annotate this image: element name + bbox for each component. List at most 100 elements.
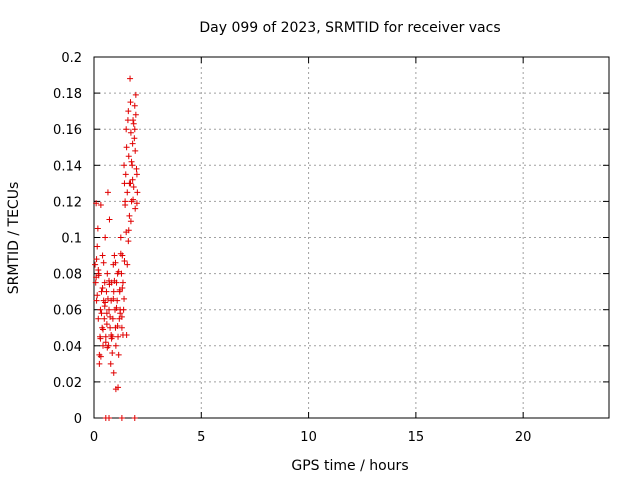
chart-title: Day 099 of 2023, SRMTID for receiver vac… [199,20,500,36]
data-point [133,171,140,178]
data-point [104,189,111,196]
data-point [95,266,102,273]
data-point [120,306,127,313]
data-point [97,335,104,342]
data-point [99,285,106,292]
data-point [125,153,132,160]
data-point [118,324,125,331]
data-point [110,369,117,376]
x-axis-label: GPS time / hours [291,458,408,474]
data-point [94,243,101,250]
data-point [127,99,134,106]
data-point [133,165,140,172]
data-point [102,234,109,241]
data-point [131,135,138,142]
data-point [130,117,137,124]
data-point [132,111,139,118]
data-point [100,259,107,266]
data-point [110,288,117,295]
data-point [99,252,106,259]
y-tick-label: 0 [74,412,82,427]
data-point [106,415,113,421]
data-point [102,333,109,340]
data-point [97,306,104,313]
data-point [127,218,134,225]
data-point [127,180,134,187]
data-point [94,292,101,299]
data-point [101,279,108,286]
data-point [111,277,118,284]
x-tick-label: 0 [90,430,98,445]
x-tick-label: 15 [408,430,425,445]
data-point [126,212,133,219]
data-point [102,299,109,306]
y-tick-label: 0.08 [53,268,82,283]
data-point [122,202,129,209]
data-point [112,342,119,349]
y-tick-label: 0.1 [61,232,82,247]
data-point [104,295,111,302]
y-tick-label: 0.16 [53,123,82,138]
data-point [101,315,108,322]
data-point [115,351,122,358]
data-point [124,117,131,124]
x-tick-label: 20 [515,430,532,445]
data-point [92,279,99,286]
data-point [114,297,121,304]
data-point [130,120,137,127]
data-point [121,295,128,302]
data-point [97,202,104,209]
data-point [98,310,105,317]
data-point [123,331,130,338]
data-point [130,183,137,190]
data-point [107,360,114,367]
data-point [129,176,136,183]
data-point [121,257,128,264]
y-tick-label: 0.18 [53,87,82,102]
data-point [125,108,132,115]
plot-frame [93,56,610,419]
data-point [119,279,126,286]
data-point [133,200,140,207]
data-point [132,205,139,212]
data-point [115,333,122,340]
data-point [132,91,139,98]
data-point [122,171,129,178]
data-point [95,315,102,322]
data-point [114,322,121,329]
data-point [124,261,131,268]
y-tick-label: 0.14 [53,159,82,174]
data-point [95,272,102,279]
data-point [96,360,103,367]
data-point [125,227,132,234]
data-point [100,326,107,333]
data-point [123,144,130,151]
data-point [118,415,125,421]
data-point [130,196,137,203]
data-point [110,295,117,302]
y-axis: 0 0.02 0.04 0.06 0.08 0.1 0.12 0.14 0.16 0.18 0.2 [53,51,609,427]
data-point [93,297,100,304]
data-point [106,281,113,288]
data-point [119,285,126,292]
x-tick-label: 10 [300,430,317,445]
data-point [106,306,113,313]
data-point [132,147,139,154]
x-tick-label: 5 [197,430,205,445]
data-point [93,256,100,263]
data-point [128,158,135,165]
data-point [127,129,134,136]
data-point [131,126,138,133]
y-tick-label: 0.06 [53,304,82,319]
data-point [117,310,124,317]
data-point [109,350,116,357]
data-point [125,238,132,245]
data-point [115,268,122,275]
data-point [100,342,107,349]
y-tick-label: 0.12 [53,195,82,210]
data-point [115,384,122,391]
data-point [106,216,113,223]
data-point [94,225,101,232]
data-point [117,234,124,241]
